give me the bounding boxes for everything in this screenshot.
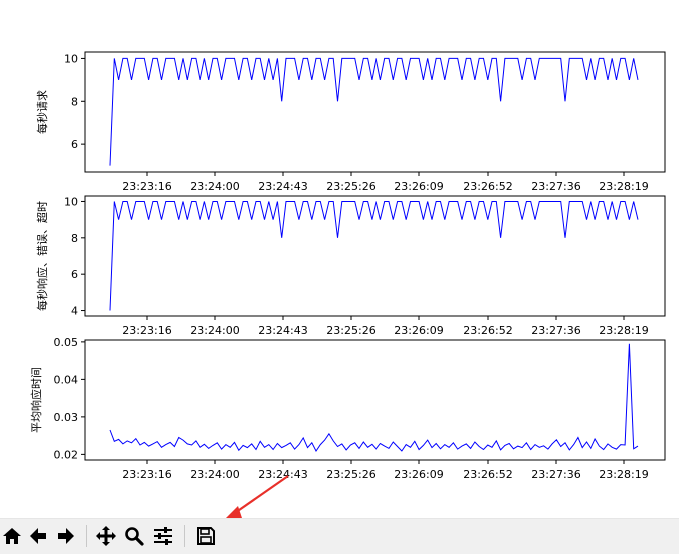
x-tick-label: 23:26:52 [463, 468, 512, 481]
x-tick-label: 23:25:26 [326, 180, 375, 193]
x-tick-label: 23:28:19 [599, 468, 648, 481]
y-axis-label: 平均响应时间 [29, 367, 43, 433]
zoom-button[interactable] [123, 524, 145, 548]
x-tick-label: 23:23:16 [122, 324, 171, 337]
x-tick-label: 23:25:26 [326, 468, 375, 481]
floppy-disk-icon [197, 527, 215, 545]
y-axis-label: 每秒响应、错误、超时 [35, 201, 49, 311]
series-line [109, 57, 639, 166]
annotation-arrow-head [220, 506, 242, 524]
figure-canvas: 6 8 10 23:23:16 23:24:00 23:24:43 23:25:26 23:2… [29, 51, 666, 524]
y-axis-label: 每秒请求 [35, 90, 49, 134]
series-line [109, 343, 639, 452]
x-tick-label: 23:24:43 [258, 324, 307, 337]
series-line [109, 201, 639, 311]
y-tick-label: 10 [64, 52, 78, 65]
x-tick-label: 23:26:52 [463, 180, 512, 193]
y-tick-label: 6 [71, 138, 78, 151]
navigation-toolbar [0, 518, 679, 554]
y-tick-label: 8 [71, 232, 78, 245]
x-tick-label: 23:24:00 [190, 324, 239, 337]
y-tick-label: 0.05 [54, 336, 79, 349]
y-tick-label: 4 [71, 305, 78, 318]
home-button[interactable] [1, 524, 23, 548]
y-tick-label: 6 [71, 268, 78, 281]
home-icon [3, 528, 21, 544]
sliders-icon [154, 527, 172, 545]
x-tick-label: 23:24:43 [258, 180, 307, 193]
x-tick-label: 23:24:43 [258, 468, 307, 481]
configure-subplots-button[interactable] [152, 524, 174, 548]
y-tick-label: 10 [64, 195, 78, 208]
toolbar-separator [184, 525, 185, 547]
x-tick-label: 23:28:19 [599, 180, 648, 193]
matplotlib-figure: 6 8 10 23:23:16 23:24:00 23:24:43 23:25:26 23:2… [29, 51, 666, 524]
x-tick-label: 23:27:36 [531, 468, 580, 481]
toolbar-separator [86, 525, 87, 547]
x-tick-label: 23:26:09 [394, 468, 443, 481]
x-tick-label: 23:23:16 [122, 468, 171, 481]
forward-button[interactable] [55, 524, 77, 548]
x-tick-label: 23:24:00 [190, 468, 239, 481]
x-tick-label: 23:27:36 [531, 324, 580, 337]
save-button[interactable] [195, 524, 217, 548]
axes-frame [84, 51, 666, 173]
x-tick-label: 23:24:00 [190, 180, 239, 193]
axes-frame [84, 339, 666, 461]
y-tick-label: 0.04 [54, 373, 79, 386]
x-tick-label: 23:26:09 [394, 324, 443, 337]
x-tick-label: 23:28:19 [599, 324, 648, 337]
y-tick-label: 8 [71, 95, 78, 108]
move-icon [96, 526, 116, 546]
y-tick-label: 0.02 [54, 448, 79, 461]
x-tick-label: 23:26:52 [463, 324, 512, 337]
y-tick-label: 0.03 [54, 411, 79, 424]
x-tick-label: 23:26:09 [394, 180, 443, 193]
x-tick-label: 23:25:26 [326, 324, 375, 337]
back-button[interactable] [27, 524, 49, 548]
arrow-left-icon [30, 528, 46, 544]
arrow-right-icon [58, 528, 74, 544]
pan-button[interactable] [95, 524, 117, 548]
x-tick-label: 23:27:36 [531, 180, 580, 193]
magnifier-icon [125, 527, 144, 546]
axes-frame [84, 195, 666, 317]
annotation-arrow [231, 475, 289, 516]
x-tick-label: 23:23:16 [122, 180, 171, 193]
